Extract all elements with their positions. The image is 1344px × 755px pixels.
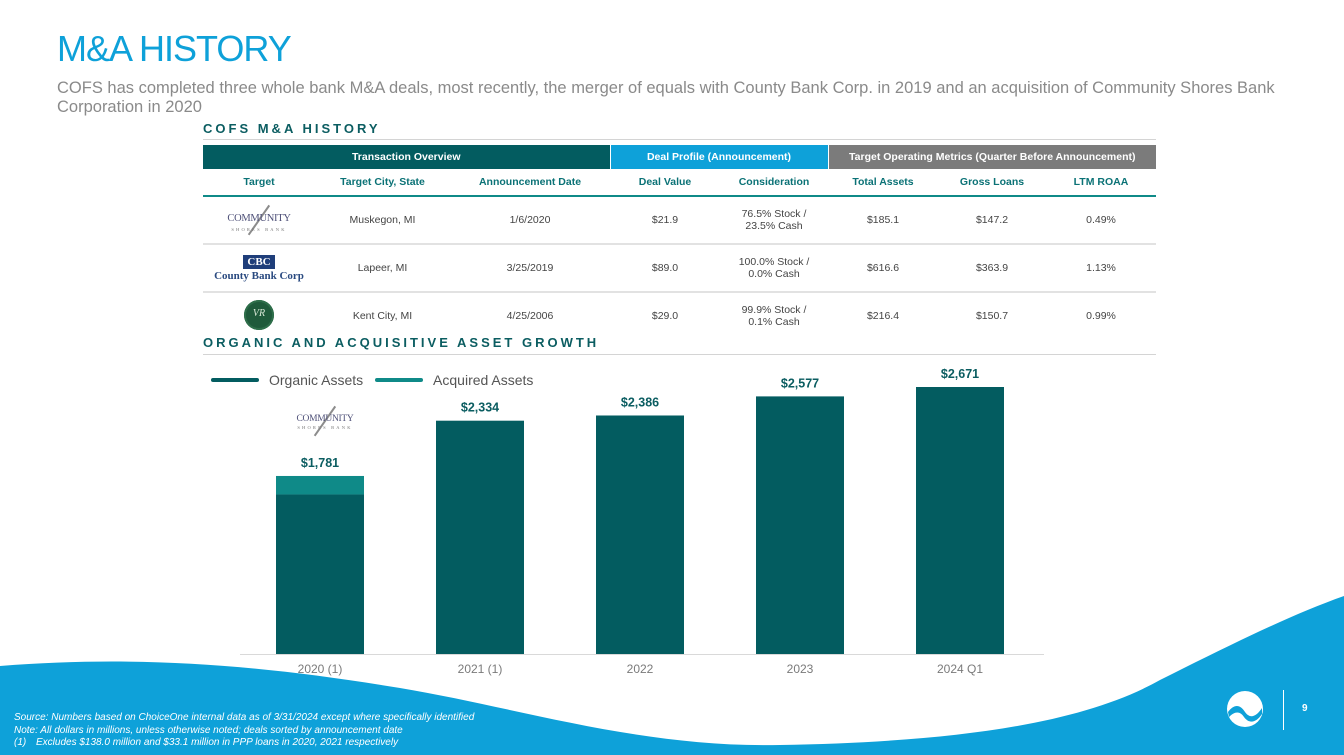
city-state-cell: Muskegon, MI [315, 196, 450, 245]
deal-value-cell: $21.9 [610, 196, 720, 245]
footnote-1: (1) Excludes $138.0 million and $33.1 mil… [14, 737, 399, 748]
choiceone-logo-icon [1227, 691, 1263, 727]
legend-item-organic: Organic Assets [211, 372, 363, 388]
bar-total-label: $1,781 [301, 456, 339, 470]
column-header-gross-loans: Gross Loans [938, 169, 1046, 197]
consideration-cell: 100.0% Stock /0.0% Cash [720, 244, 828, 293]
bar-organic-1 [436, 420, 524, 654]
bar-organic-0 [276, 494, 364, 654]
bar-total-label: $2,671 [941, 367, 979, 381]
table-row: CBC County Bank Corp Lapeer, MI 3/25/201… [203, 244, 1156, 293]
column-header-city-state: Target City, State [315, 169, 450, 197]
county-bank-corp-logo: CBC County Bank Corp [214, 254, 304, 282]
x-tick-label: 2024 Q1 [937, 662, 983, 676]
footnotes: Source: Numbers based on ChoiceOne inter… [14, 712, 474, 750]
total-assets-cell: $616.6 [828, 244, 938, 293]
consideration-cell: 99.9% Stock /0.1% Cash [741, 304, 807, 328]
deal-value-cell: $89.0 [610, 244, 720, 293]
target-cell: CBC County Bank Corp [203, 244, 315, 293]
gross-loans-cell: $147.2 [938, 196, 1046, 245]
bar-total-label: $2,334 [461, 401, 499, 415]
total-assets-cell: $185.1 [828, 196, 938, 245]
column-header-total-assets: Total Assets [828, 169, 938, 197]
ltm-roaa-cell: 0.49% [1046, 196, 1156, 245]
community-shores-bank-logo: COMMUNITY SHORES BANK [221, 204, 297, 235]
announcement-date-cell: 1/6/2020 [450, 196, 610, 245]
deal-value-cell: $29.0 [651, 310, 679, 322]
footnote-source: Source: Numbers based on ChoiceOne inter… [14, 712, 475, 723]
column-header-announcement-date: Announcement Date [450, 169, 610, 197]
column-header-consideration: Consideration [720, 169, 828, 197]
footnote-note: Note: All dollars in millions, unless ot… [14, 724, 403, 736]
asset-growth-divider [203, 354, 1156, 355]
legend-swatch-organic [211, 378, 259, 382]
group-header-transaction-overview: Transaction Overview [203, 145, 610, 169]
page-number-divider [1283, 690, 1284, 730]
bar-organic-2 [596, 415, 684, 654]
gross-loans-cell: $150.7 [975, 310, 1009, 322]
ltm-roaa-cell: 1.13% [1046, 244, 1156, 293]
asset-growth-heading: ORGANIC AND ACQUISITIVE ASSET GROWTH [203, 335, 600, 350]
page-number: 9 [1302, 703, 1308, 714]
column-header-ltm-roaa: LTM ROAA [1046, 169, 1156, 197]
target-cell: VR [203, 292, 315, 339]
city-state-cell: Kent City, MI [352, 310, 413, 322]
x-tick-label: 2023 [787, 662, 814, 676]
group-header-deal-profile: Deal Profile (Announcement) [609, 145, 828, 169]
bar-organic-3 [756, 396, 844, 654]
column-header-target: Target [203, 169, 315, 197]
legend-swatch-acquired [375, 378, 424, 382]
legend-item-acquired: Acquired Assets [375, 372, 533, 388]
page-subtitle: COFS has completed three whole bank M&A … [57, 79, 1275, 116]
group-header-row: Transaction Overview Deal Profile (Annou… [203, 145, 1156, 169]
target-cell: COMMUNITY SHORES BANK [203, 196, 315, 245]
ma-history-table: Transaction Overview Deal Profile (Annou… [203, 145, 1156, 339]
page-title: M&A HISTORY [57, 28, 292, 69]
x-tick-label: 2021 (1) [458, 662, 503, 676]
chart-legend: Organic Assets Acquired Assets [211, 369, 541, 388]
announcement-date-cell: 3/25/2019 [450, 244, 610, 293]
ma-history-heading: COFS M&A HISTORY [203, 121, 381, 136]
valley-ridge-bank-logo: VR [244, 299, 274, 330]
group-header-target-metrics: Target Operating Metrics (Quarter Before… [827, 145, 1156, 169]
table-row: COMMUNITY SHORES BANK Muskegon, MI 1/6/2… [203, 196, 1156, 245]
total-assets-cell: $216.4 [866, 310, 900, 322]
consideration-cell: 76.5% Stock /23.5% Cash [720, 196, 828, 245]
column-header-deal-value: Deal Value [610, 169, 720, 197]
bar-total-label: $2,386 [621, 395, 659, 409]
column-header-row: Target Target City, State Announcement D… [203, 169, 1156, 197]
bar-acquired-0 [276, 475, 364, 495]
table-row: VR Kent City, MI 4/25/2006 $29.0 99.9% S… [203, 292, 1156, 339]
x-tick-label: 2020 (1) [298, 662, 343, 676]
ltm-roaa-cell: 0.99% [1086, 310, 1116, 322]
announcement-date-cell: 4/25/2006 [506, 310, 554, 322]
x-tick-label: 2022 [627, 662, 654, 676]
ma-history-divider [203, 139, 1156, 140]
community-shores-bank-annotation-logo: COMMUNITY SHORES BANK [287, 405, 363, 437]
bar-total-label: $2,577 [781, 376, 819, 390]
city-state-cell: Lapeer, MI [315, 244, 450, 293]
gross-loans-cell: $363.9 [938, 244, 1046, 293]
bar-organic-4 [916, 387, 1004, 654]
